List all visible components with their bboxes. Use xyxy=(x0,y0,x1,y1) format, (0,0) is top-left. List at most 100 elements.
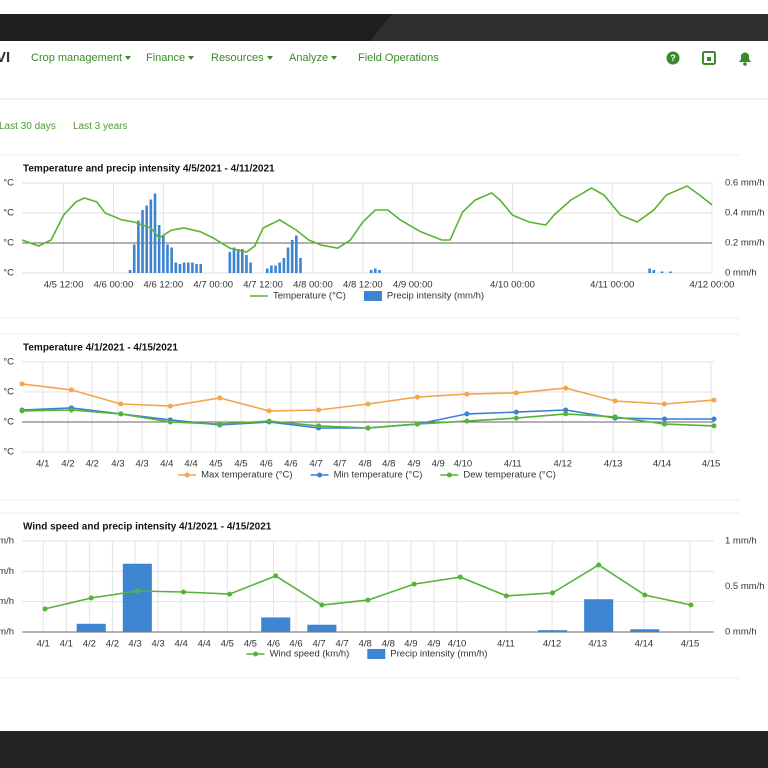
legend: Wind speed (km/h) Precip intensity (mm/h) xyxy=(246,649,487,660)
bar xyxy=(236,249,240,273)
legend-label: Wind speed (km/h) xyxy=(270,649,350,660)
point xyxy=(273,573,279,579)
y2-tick-label: 0.6 mm/h xyxy=(725,178,765,189)
x-tick-label: 4/13 xyxy=(588,639,607,650)
x-tick-label: 4/6 00:00 xyxy=(94,280,134,291)
point xyxy=(711,416,717,422)
bar xyxy=(249,262,252,273)
nav-bar: VI Crop management Finance Resources Ana… xyxy=(0,41,768,75)
point xyxy=(513,390,519,396)
chart-title: Temperature and precip intensity 4/5/202… xyxy=(23,164,275,175)
bar xyxy=(186,262,190,273)
point xyxy=(316,423,322,429)
calendar-icon[interactable] xyxy=(702,51,716,65)
point xyxy=(612,414,618,420)
bar xyxy=(265,268,269,273)
bar xyxy=(145,205,149,273)
point xyxy=(688,602,694,608)
x-tick-label: 4/10 00:00 xyxy=(490,280,535,291)
point xyxy=(596,562,602,568)
point xyxy=(319,602,325,608)
x-tick-label: 4/10 xyxy=(448,639,467,650)
bar xyxy=(162,235,165,273)
point xyxy=(365,597,371,603)
bar xyxy=(652,270,656,273)
bell-icon[interactable] xyxy=(739,52,751,66)
nav-item[interactable]: Finance xyxy=(146,52,194,64)
line xyxy=(21,383,715,412)
x-tick-label: 4/8 xyxy=(382,459,395,470)
point xyxy=(662,421,668,427)
nav-item[interactable]: Field Operations xyxy=(358,52,439,64)
point xyxy=(711,423,717,429)
x-tick-label: 4/1 xyxy=(36,459,49,470)
y-tick-label: °C xyxy=(3,238,14,249)
point xyxy=(464,418,470,424)
bar xyxy=(630,629,660,632)
nav-item[interactable]: Resources xyxy=(211,52,273,64)
legend-label: Min temperature (°C) xyxy=(334,470,423,481)
x-tick-label: 4/1 xyxy=(37,639,50,650)
bar xyxy=(137,220,140,273)
bar xyxy=(286,247,290,273)
line xyxy=(21,185,713,253)
chart-title: Temperature 4/1/2021 - 4/15/2021 xyxy=(23,343,178,354)
bar xyxy=(132,244,136,273)
y-tick-label: °C xyxy=(3,417,14,428)
point xyxy=(365,401,371,407)
y2-tick-label: 0.5 mm/h xyxy=(725,581,765,592)
point xyxy=(711,397,717,403)
point xyxy=(662,401,668,407)
legend-swatch xyxy=(317,472,323,478)
nav-item[interactable]: Crop management xyxy=(31,52,131,64)
y-tick-label: km/h xyxy=(0,536,14,547)
filter-link[interactable]: Last 30 days xyxy=(0,121,56,132)
x-tick-label: 4/6 xyxy=(289,639,302,650)
bar xyxy=(648,268,651,273)
bar xyxy=(660,271,664,273)
y2-tick-label: 0.4 mm/h xyxy=(725,208,765,219)
x-tick-label: 4/9 xyxy=(432,459,445,470)
bar xyxy=(290,240,294,273)
x-tick-label: 4/6 xyxy=(284,459,297,470)
point xyxy=(134,588,140,594)
point xyxy=(118,401,124,407)
nav-item[interactable]: Analyze xyxy=(289,52,337,64)
x-tick-label: 4/12 xyxy=(553,459,572,470)
point xyxy=(19,381,25,387)
x-tick-label: 4/8 12:00 xyxy=(343,280,383,291)
bar xyxy=(174,262,178,273)
line xyxy=(21,409,715,429)
bar xyxy=(669,271,672,273)
legend: Max temperature (°C) Min temperature (°C)… xyxy=(178,470,556,481)
x-tick-label: 4/13 xyxy=(604,459,623,470)
x-tick-label: 4/7 12:00 xyxy=(243,280,283,291)
svg-text:?: ? xyxy=(670,53,676,63)
x-tick-label: 4/4 xyxy=(160,459,173,470)
x-tick-label: 4/8 xyxy=(359,639,372,650)
x-tick-label: 4/3 xyxy=(136,459,149,470)
legend-swatch xyxy=(184,472,190,478)
bar xyxy=(295,235,298,273)
screen-bezel-bottom xyxy=(0,731,768,768)
y-tick-label: km/h xyxy=(0,596,14,607)
x-tick-label: 4/5 12:00 xyxy=(44,280,84,291)
bar xyxy=(191,262,194,273)
filter-link[interactable]: Last 3 years xyxy=(73,121,128,132)
x-tick-label: 4/15 xyxy=(702,459,721,470)
x-tick-label: 4/11 xyxy=(497,639,515,650)
x-tick-label: 4/14 xyxy=(653,459,672,470)
x-tick-label: 4/5 xyxy=(244,639,257,650)
help-icon[interactable]: ? xyxy=(666,51,680,65)
bar xyxy=(228,252,232,273)
y-tick-label: °C xyxy=(3,387,14,398)
point xyxy=(642,592,648,598)
bar xyxy=(369,270,373,273)
y2-tick-label: 0.2 mm/h xyxy=(725,238,765,249)
y2-tick-label: 0 mm/h xyxy=(725,268,757,279)
point xyxy=(217,421,223,427)
point xyxy=(316,407,322,413)
x-tick-label: 4/2 xyxy=(106,639,119,650)
